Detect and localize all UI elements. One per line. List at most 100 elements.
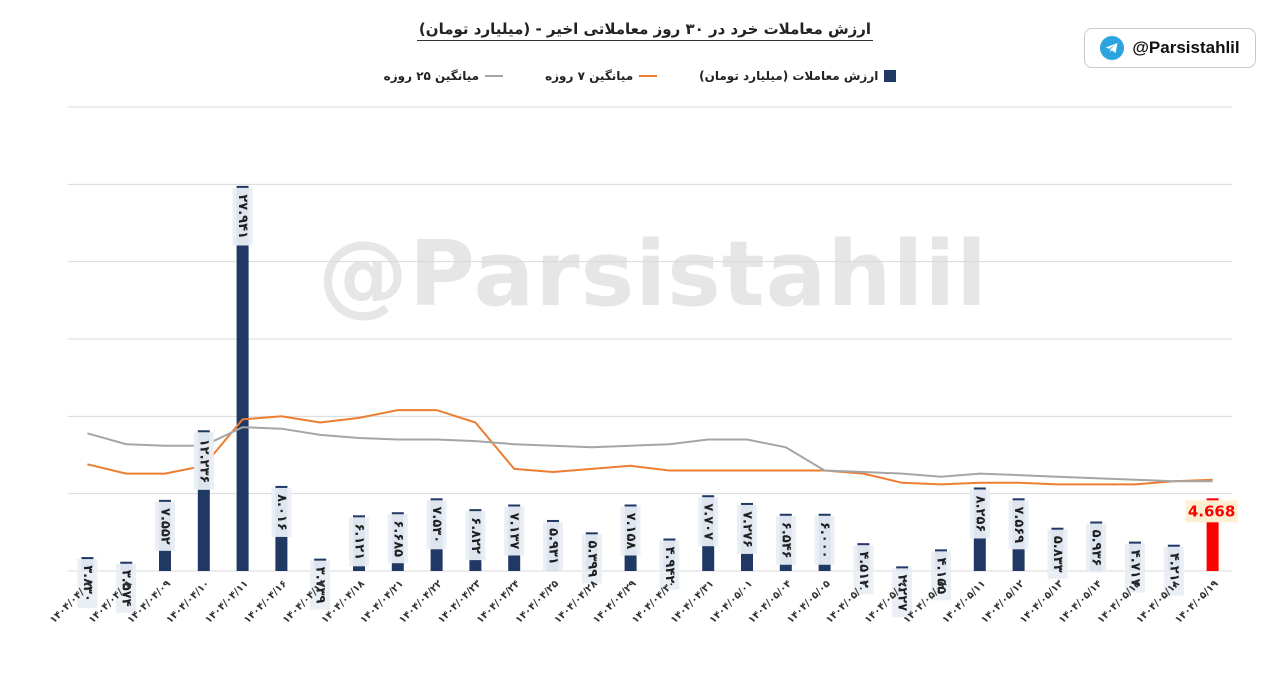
data-label: ۷.۵۳۰: [426, 500, 447, 550]
data-label-bg: [853, 545, 874, 595]
data-label-text: ۷.۷۰۷: [701, 503, 716, 540]
data-label: ۵.۹۳۶: [1086, 523, 1107, 573]
data-label-bg: [77, 559, 98, 609]
data-label-bg: [620, 506, 641, 556]
data-label: ۲.۲۲۷: [892, 568, 913, 618]
data-label-text: ۷.۵۶۹: [1011, 506, 1026, 543]
data-label-text: ۶.۵۴۶: [778, 522, 793, 559]
data-label-text: ۷.۵۵۲: [158, 508, 173, 545]
data-label-text: ۶.۸۲۲: [468, 517, 483, 554]
data-label-bg: [1008, 500, 1029, 550]
legend-item-bars: ارزش معاملات (میلیارد تومان): [699, 66, 897, 86]
ma7-line: [87, 409, 1213, 486]
data-label-text: ۷.۲۷۶: [740, 511, 755, 548]
legend-item-ma25: میانگین ۲۵ روزه: [384, 66, 504, 86]
data-label-bg: [387, 514, 408, 564]
data-label: ۷.۵۵۲: [155, 501, 175, 551]
data-label-bg: [581, 534, 602, 584]
data-label-text: ۸.۲۵۶: [972, 496, 987, 533]
data-label-bg: [969, 489, 990, 539]
data-label-text: ۳.۷۳۹: [313, 567, 328, 604]
data-labels: ۳.۸۳۰ ۳.۵۷۴ ۷.۵۵۲ ۱۲.۲۳۶ ۲۷.۹۴۱ ۸.۰۱۶ ۳.۷۳۹ ۶.۱…: [77, 187, 1238, 618]
data-label-bg: [698, 497, 719, 547]
data-label-text: ۴.۲۱۰: [1166, 553, 1181, 590]
data-label-text: ۴.۹۴۲: [662, 547, 677, 584]
data-label: ۴.۷۱۷: [1125, 543, 1145, 593]
data-label-bg: [465, 511, 486, 561]
data-label: ۴.۲۱۰: [1163, 546, 1184, 596]
data-label: ۲۷.۹۴۱: [232, 187, 253, 246]
data-label-bg: [1125, 543, 1145, 593]
data-label: ۷.۷۰۷: [698, 497, 719, 547]
data-label-bg: [814, 515, 835, 565]
data-label-text: ۵.۸۳۳: [1050, 536, 1065, 573]
telegram-handle-badge[interactable]: @Parsistahlil: [1084, 28, 1256, 68]
data-label: ۷.۱۳۷: [504, 506, 525, 556]
chart-title: ارزش معاملات خرد در ۳۰ روز معاملاتی اخیر…: [0, 20, 1280, 41]
data-label: ۷.۲۷۶: [737, 504, 757, 554]
legend-swatch-ma25: [485, 75, 504, 77]
data-label-text: ۲۷.۹۴۱: [235, 194, 250, 239]
telegram-handle: @Parsistahlil: [1132, 38, 1240, 57]
data-label: ۷.۵۶۹: [1008, 500, 1029, 550]
data-label-bg: [310, 560, 331, 610]
data-label-text: ۳.۸۳۰: [80, 565, 95, 602]
data-label: ۵.۳۹۹: [581, 534, 602, 584]
data-label-text: ۴.۱۵۵: [934, 558, 949, 595]
data-label: ۳.۷۳۹: [310, 560, 331, 610]
data-label-text: ۶.۶۸۵: [390, 520, 405, 557]
data-label-bg: [1086, 523, 1107, 573]
ma25-line: [87, 426, 1213, 483]
data-label-text: ۵.۹۳۶: [1089, 530, 1104, 567]
telegram-icon: [1100, 36, 1125, 60]
data-label-bg: [116, 563, 137, 613]
data-label-text: ۶.۱۲۱: [352, 523, 367, 560]
chart-legend: ارزش معاملات (میلیارد تومان) میانگین ۷ ر…: [0, 66, 1280, 86]
data-label: 4.668: [1185, 500, 1238, 523]
data-label-bg: [504, 506, 525, 556]
data-label-bg: [543, 521, 563, 571]
data-label: ۷.۱۵۸: [620, 506, 641, 556]
data-label-text: 4.668: [1188, 502, 1235, 520]
data-label-text: ۲.۲۲۷: [895, 575, 910, 612]
chart-title-text: ارزش معاملات خرد در ۳۰ روز معاملاتی اخیر…: [416, 20, 874, 41]
data-label: ۸.۲۵۶: [969, 489, 990, 539]
data-label-text: ۵.۹۳۱: [546, 528, 561, 565]
data-label-bg: [193, 432, 214, 490]
data-label: ۴.۹۴۲: [659, 540, 680, 590]
data-label-bg: [659, 540, 680, 590]
data-label-bg: [931, 551, 951, 601]
data-label: ۴.۱۵۵: [931, 551, 951, 601]
x-axis-tick-labels: ۱۴۰۴/۰۴/۰۷۱۴۰۴/۰۴/۰۸۱۴۰۴/۰۴/۰۹۱۴۰۴/۰۴/۱۰…: [48, 578, 1221, 625]
data-label-text: ۶.۰۰۰: [817, 522, 832, 559]
data-label-text: ۳.۵۷۴: [119, 570, 134, 607]
data-label-bg: [155, 501, 175, 551]
data-label-bg: [892, 568, 913, 618]
data-label: ۱۲.۲۳۶: [193, 432, 214, 490]
bar: [236, 185, 249, 571]
data-label: ۵.۹۳۱: [543, 521, 563, 571]
data-label: ۴.۵۱۲: [853, 545, 874, 595]
data-label: ۶.۰۰۰: [814, 515, 835, 565]
legend-label-ma7: میانگین ۷ روزه: [545, 69, 634, 83]
data-label-bg: [1047, 529, 1068, 579]
data-label: ۶.۵۴۶: [775, 515, 796, 565]
legend-item-ma7: میانگین ۷ روزه: [545, 66, 658, 86]
data-label-bg: [426, 500, 447, 550]
data-label-bg: [271, 487, 292, 537]
gridlines: [68, 106, 1232, 572]
data-label-text: ۷.۵۳۰: [429, 506, 444, 543]
data-label-bg: [232, 187, 253, 246]
data-label: ۳.۸۳۰: [77, 559, 98, 609]
data-label-bg: [737, 504, 757, 554]
moving-average-lines: [87, 409, 1213, 486]
data-label-text: ۷.۱۳۷: [507, 513, 522, 550]
data-label: ۵.۸۳۳: [1047, 529, 1068, 579]
data-label-text: ۱۲.۲۳۶: [196, 439, 211, 484]
data-label-text: ۴.۷۱۷: [1128, 550, 1143, 587]
data-label-text: ۵.۳۹۹: [584, 540, 599, 577]
legend-swatch-bars: [884, 70, 897, 82]
data-label-text: ۸.۰۱۶: [274, 494, 289, 531]
legend-swatch-ma7: [639, 75, 658, 77]
